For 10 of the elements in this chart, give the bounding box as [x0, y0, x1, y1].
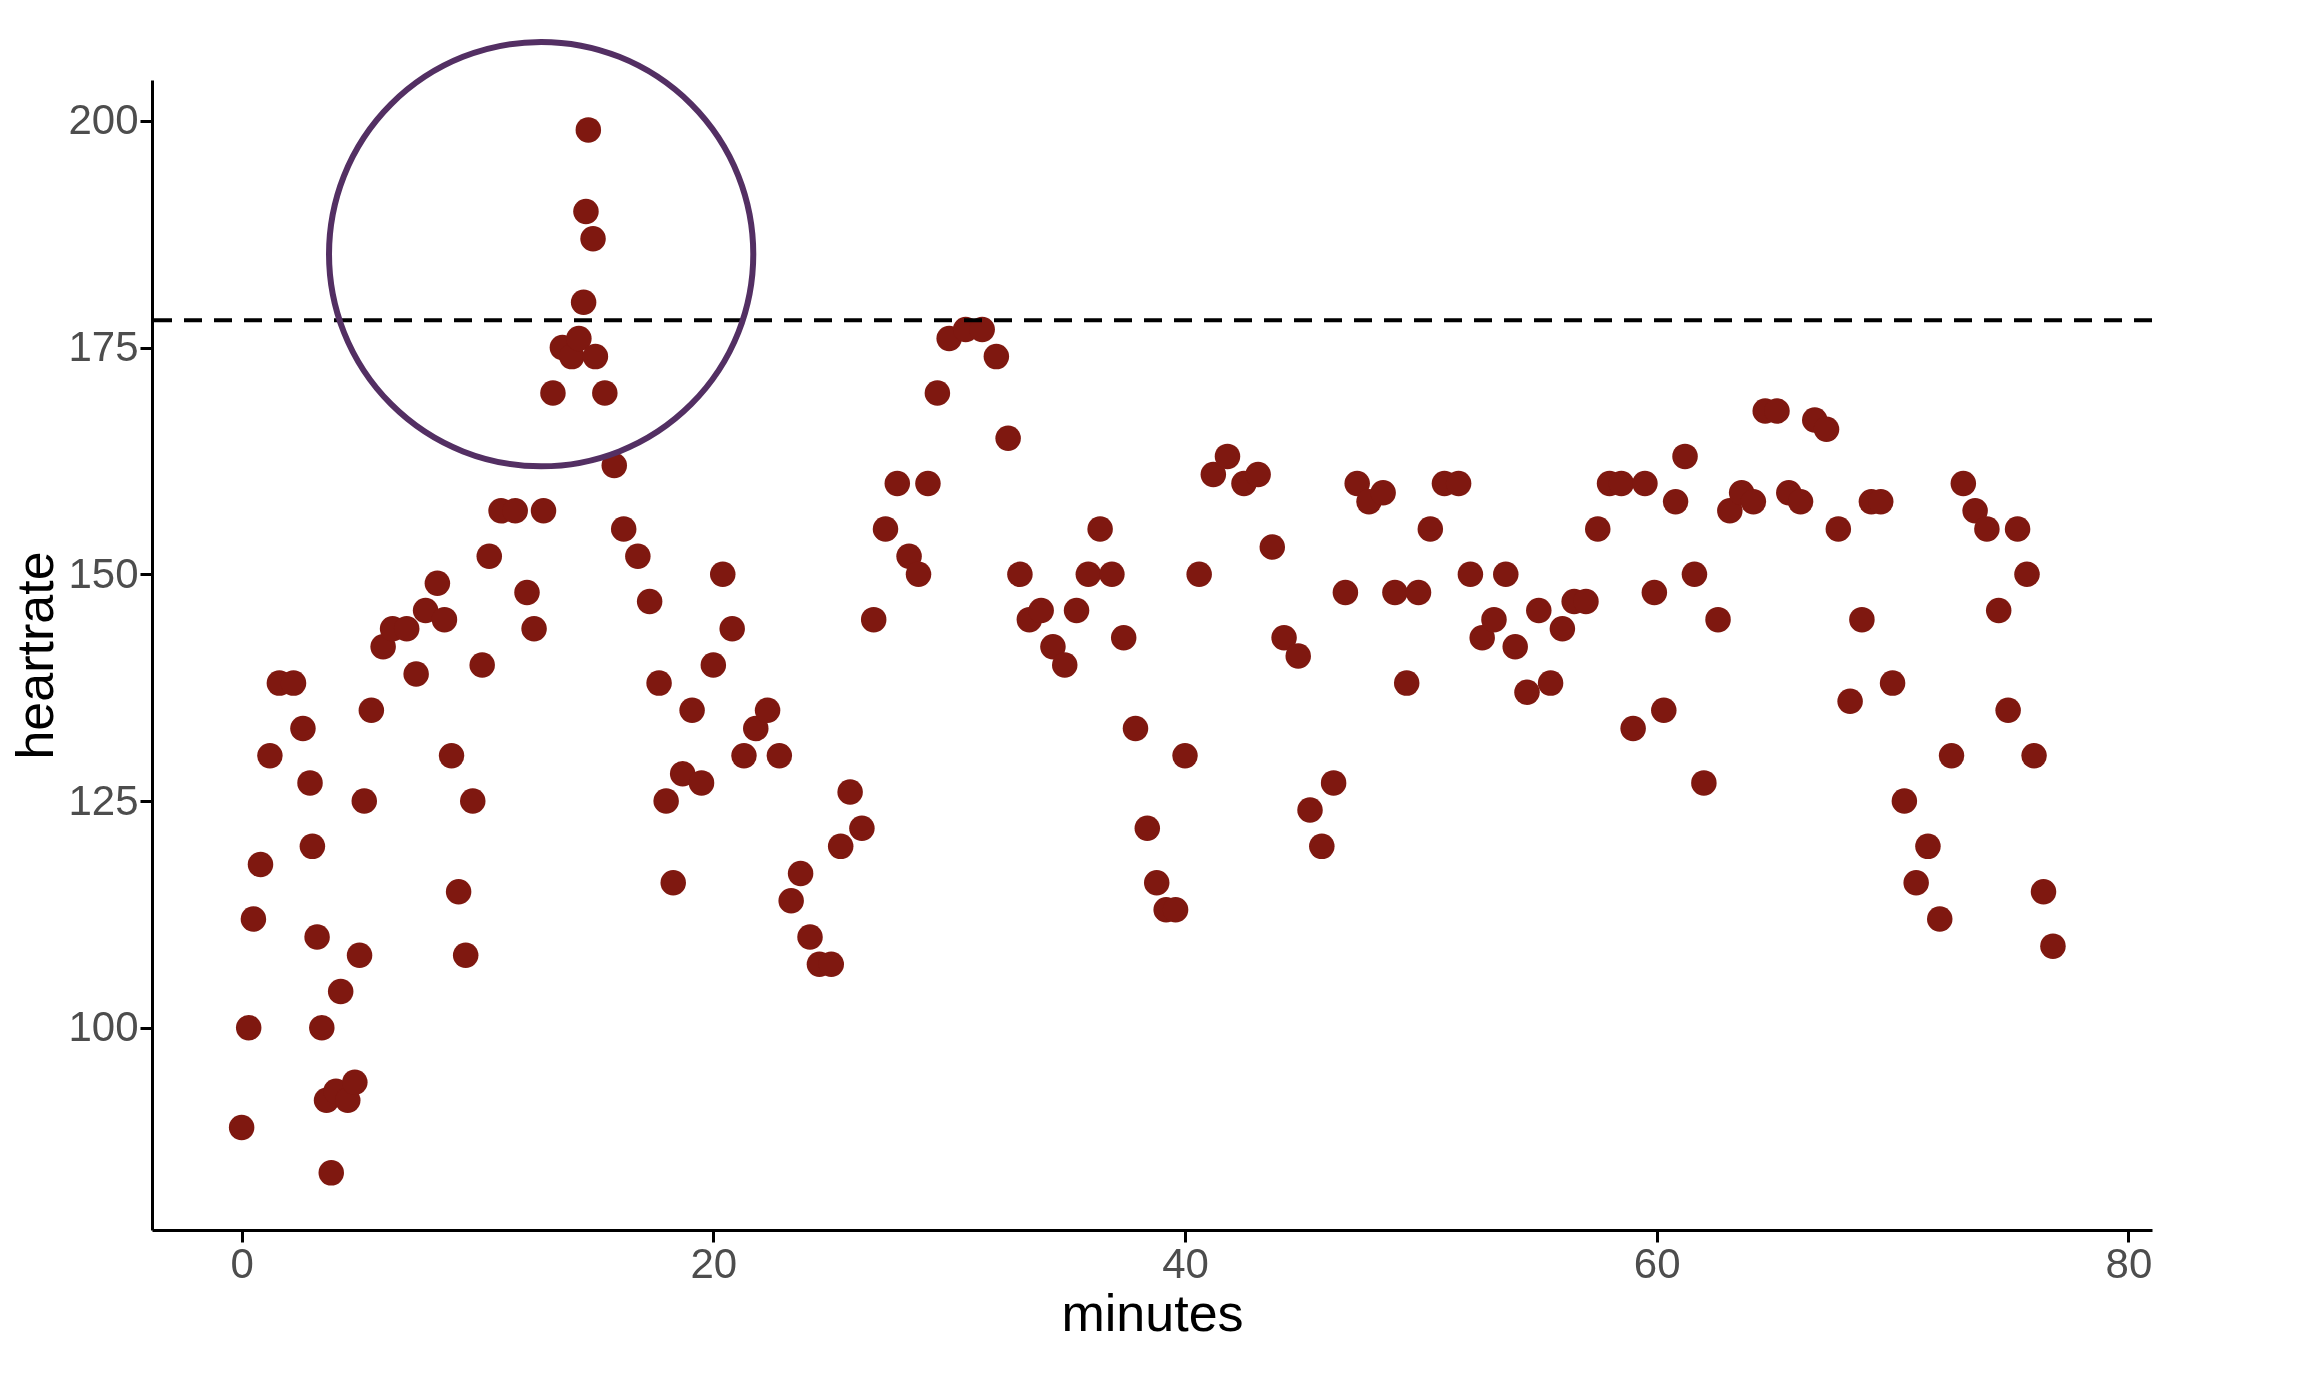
x-tick-label: 60: [1633, 1239, 1681, 1287]
y-tick-label: 175: [68, 323, 139, 371]
x-tick-label: 0: [230, 1239, 254, 1287]
y-axis-title: heartrate: [6, 551, 65, 760]
y-tick-label: 125: [68, 776, 139, 824]
x-tick-label: 20: [690, 1239, 738, 1287]
y-tick-label: 100: [68, 1003, 139, 1051]
x-tick-label: 80: [2105, 1239, 2153, 1287]
y-tick-label: 200: [68, 96, 139, 144]
y-tick-label: 150: [68, 549, 139, 597]
